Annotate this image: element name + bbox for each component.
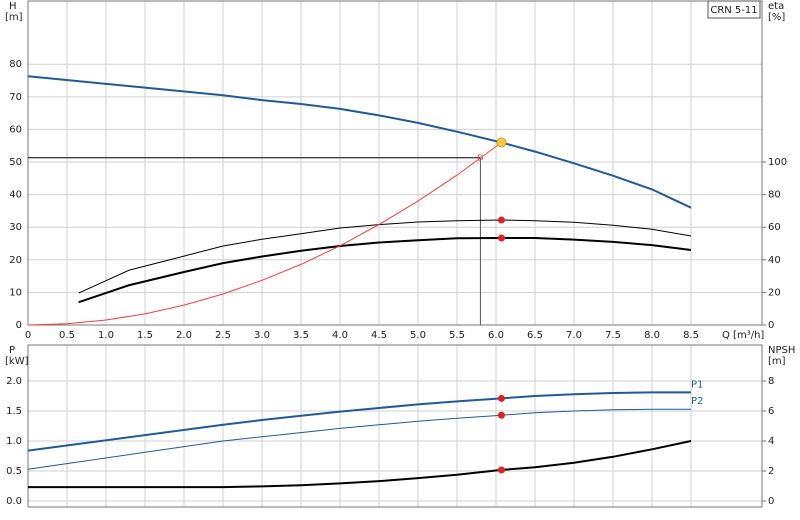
operating-point: [497, 234, 505, 242]
y-tick-label: 60: [9, 124, 22, 135]
x-tick-label: 3.5: [293, 330, 309, 341]
x-tick-label: 5.0: [410, 330, 426, 341]
y2-unit: [m]: [768, 356, 786, 367]
y-tick-label: 40: [9, 190, 22, 201]
curve: [27, 142, 502, 326]
x-tick-label: 8.0: [644, 330, 660, 341]
x-tick-label: 6.5: [527, 330, 543, 341]
x-tick-label: 7.0: [566, 330, 582, 341]
y-tick-label: 20: [9, 255, 22, 266]
y2-label: NPSH: [768, 345, 795, 356]
x-tick-label: 8.5: [683, 330, 699, 341]
x-tick-label: 7.5: [605, 330, 621, 341]
x-tick-label: 6.0: [488, 330, 504, 341]
y2-tick-label: 0: [768, 496, 774, 507]
series-label: P2: [691, 396, 703, 407]
y2-tick-label: 6: [768, 406, 774, 417]
curve: [78, 237, 692, 304]
y2-tick-label: 20: [768, 287, 781, 298]
operating-point: [497, 411, 505, 419]
y2-tick-label: 8: [768, 376, 774, 387]
plot-frame: [27, 0, 763, 326]
curve: [78, 219, 692, 294]
y-tick-label: 80: [9, 59, 22, 70]
y2-tick-label: 40: [768, 255, 781, 266]
x-label: Q [m³/h]: [722, 330, 764, 341]
x-tick-label: 2.0: [176, 330, 192, 341]
y2-tick-label: 60: [768, 222, 781, 233]
y-unit: [kW]: [5, 356, 29, 367]
plot-frame: [27, 344, 763, 508]
y-unit: [m]: [5, 12, 23, 23]
x-tick-label: 1.0: [98, 330, 114, 341]
operating-point: [497, 466, 505, 474]
curve: [27, 75, 692, 209]
y2-tick-label: 80: [768, 190, 781, 201]
y-tick-label: 0.5: [6, 466, 22, 477]
title-box: [707, 0, 761, 19]
y-tick-label: 1.5: [6, 406, 22, 417]
y-tick-label: 0.0: [6, 496, 22, 507]
y-tick-label: 70: [9, 92, 22, 103]
curve: [27, 391, 691, 452]
y-label: H: [9, 1, 17, 12]
chart-title: CRN 5-11: [710, 5, 757, 16]
y-tick-label: 0: [16, 320, 22, 331]
y-tick-label: 1.0: [6, 436, 22, 447]
x-tick-label: 5.5: [449, 330, 465, 341]
x-tick-label: 4.5: [371, 330, 387, 341]
operating-point: [497, 394, 505, 402]
operating-point: [497, 216, 505, 224]
curve: [27, 408, 691, 470]
x-tick-label: 0: [25, 330, 31, 341]
y-tick-label: 30: [9, 222, 22, 233]
y2-tick-label: 2: [768, 466, 774, 477]
y2-tick-label: 4: [768, 436, 774, 447]
x-tick-label: 2.5: [215, 330, 231, 341]
y-label: P: [9, 345, 15, 356]
series-label: P1: [691, 379, 703, 390]
y-tick-label: 50: [9, 157, 22, 168]
y2-tick-label: 100: [768, 157, 787, 168]
x-tick-label: 1.5: [137, 330, 153, 341]
y-tick-label: 10: [9, 287, 22, 298]
y2-unit: [%]: [768, 12, 785, 23]
y-tick-label: 2.0: [6, 376, 22, 387]
operating-point: [496, 137, 507, 148]
x-tick-label: 3.0: [254, 330, 270, 341]
x-tick-label: 0.5: [59, 330, 75, 341]
y2-tick-label: 0: [768, 320, 774, 331]
curve: [28, 440, 692, 489]
y2-label: eta: [768, 1, 784, 12]
x-tick-label: 4.0: [332, 330, 348, 341]
